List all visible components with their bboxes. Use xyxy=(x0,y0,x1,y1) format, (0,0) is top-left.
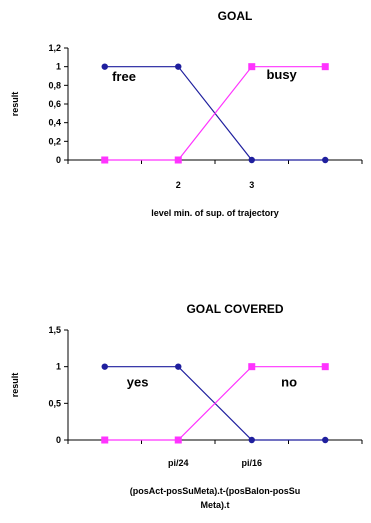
y-axis-label: result xyxy=(10,373,20,398)
x-tick-label: pi/24 xyxy=(168,458,189,468)
data-point xyxy=(248,436,255,444)
data-point xyxy=(175,63,182,70)
data-point xyxy=(322,156,329,164)
data-point xyxy=(101,63,108,70)
x-tick-label: 2 xyxy=(176,180,181,190)
y-tick-label: 0,8 xyxy=(48,80,61,90)
y-tick-label: 0,6 xyxy=(48,99,61,109)
y-tick-label: 0,4 xyxy=(48,118,61,128)
data-point xyxy=(321,363,329,371)
series-line-2 xyxy=(104,66,326,161)
x-tick-label: 3 xyxy=(249,180,254,190)
annotation-label: free xyxy=(112,69,136,84)
data-point xyxy=(248,63,256,71)
annotation-label: yes xyxy=(127,374,149,389)
data-point xyxy=(321,63,329,71)
y-tick-label: 1,2 xyxy=(48,43,61,53)
data-point xyxy=(248,156,255,164)
y-tick-label: 1,5 xyxy=(48,325,61,335)
x-axis-label: level min. of sup. of trajectory xyxy=(151,208,279,218)
y-axis-label: result xyxy=(10,92,20,117)
chart-2: GOAL COVERED 0 0,5 1 1,5 pi/24 pi/16 result (pos… xyxy=(10,302,363,510)
x-axis-label: (posAct-posSuMeta).t-(posBalon-posSu Meta… xyxy=(130,486,301,510)
y-tick-label: 1 xyxy=(56,62,61,72)
data-point xyxy=(322,436,329,444)
chart-title: GOAL xyxy=(218,9,253,23)
chart-1: GOAL 0 0,2 0,4 0,6 0,8 1 1,2 2 3 result level min. … xyxy=(10,9,363,218)
series-line-2 xyxy=(104,366,326,441)
annotation-label: no xyxy=(281,374,297,389)
data-point xyxy=(101,436,109,444)
chart-title: GOAL COVERED xyxy=(186,302,283,316)
data-point xyxy=(101,156,109,164)
data-point xyxy=(248,363,256,371)
y-tick-label: 0 xyxy=(56,155,61,165)
data-point xyxy=(174,156,182,164)
data-point xyxy=(174,436,182,444)
y-tick-label: 0,2 xyxy=(48,136,61,146)
annotation-label: busy xyxy=(266,67,297,82)
y-tick-label: 0 xyxy=(56,435,61,445)
y-tick-label: 0,5 xyxy=(48,398,61,408)
data-point xyxy=(101,363,108,370)
data-point xyxy=(175,363,182,370)
y-tick-label: 1 xyxy=(56,362,61,372)
x-tick-label: pi/16 xyxy=(241,458,262,468)
